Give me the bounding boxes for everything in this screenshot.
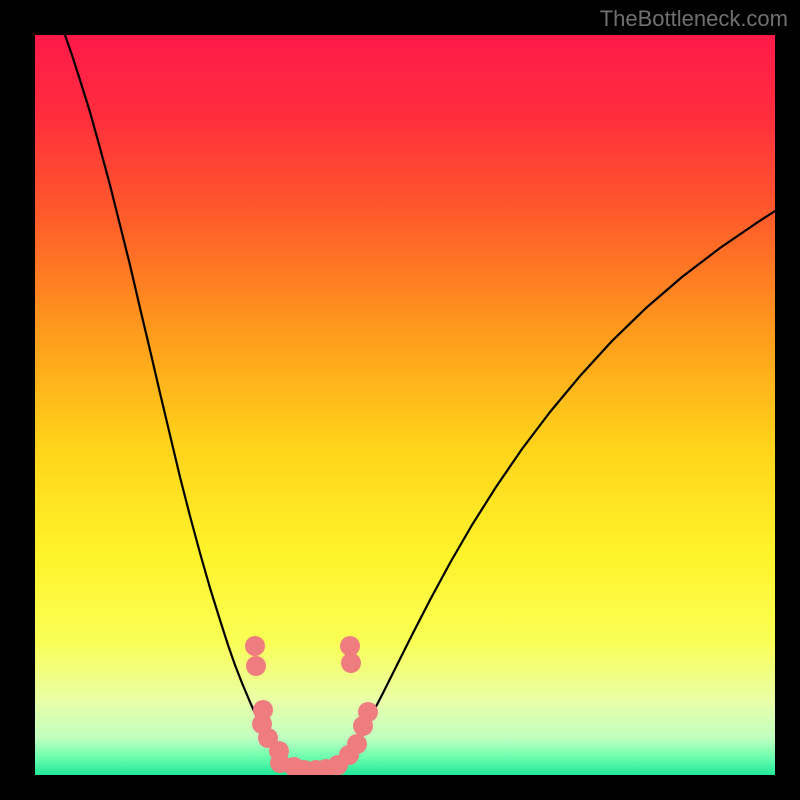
- data-dot: [246, 656, 266, 676]
- data-dot: [340, 636, 360, 656]
- bottleneck-curve-chart: [0, 0, 800, 800]
- canvas-root: TheBottleneck.com: [0, 0, 800, 800]
- data-dot: [347, 734, 367, 754]
- data-dot: [245, 636, 265, 656]
- data-dot: [358, 702, 378, 722]
- data-dot: [341, 653, 361, 673]
- plot-background: [35, 35, 775, 775]
- watermark-text: TheBottleneck.com: [600, 6, 788, 32]
